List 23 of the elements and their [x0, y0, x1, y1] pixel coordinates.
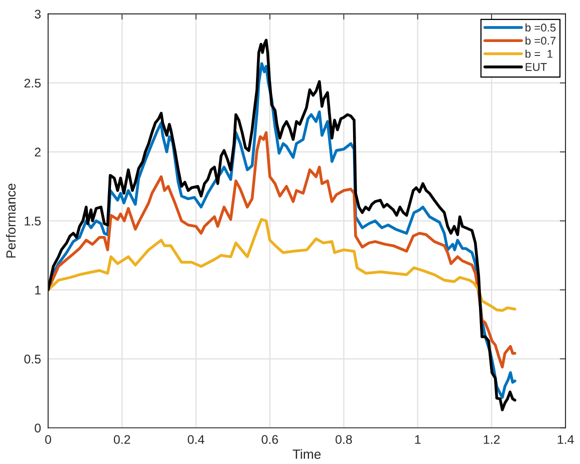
- y-tick-label: 0: [34, 424, 41, 432]
- line-series: [48, 131, 516, 368]
- legend-label: b =0.5: [526, 23, 556, 32]
- legend-label: EUT: [526, 63, 547, 71]
- line-series: [48, 218, 516, 312]
- x-tick-label: 0.2: [114, 435, 130, 444]
- y-tick-label: 2.5: [24, 78, 41, 88]
- y-tick-label: 3: [34, 10, 41, 19]
- legend-label: b =0.7: [526, 36, 556, 45]
- x-tick-label: 1: [415, 435, 421, 444]
- x-axis-title: Time: [292, 449, 321, 459]
- x-tick-label: 0.6: [262, 435, 278, 444]
- y-tick-label: 0.5: [24, 354, 41, 364]
- y-tick-label: 1: [35, 286, 41, 294]
- legend-label: b = 1: [526, 50, 552, 58]
- x-tick-label: 1.2: [484, 435, 500, 444]
- y-tick-label: 2: [34, 148, 41, 156]
- x-tick-label: 0.8: [336, 435, 352, 444]
- x-tick-label: 1.4: [558, 435, 574, 444]
- x-tick-label: 0.4: [188, 435, 204, 444]
- y-axis-title: Performance: [6, 184, 16, 258]
- y-tick-label: 1.5: [24, 216, 41, 226]
- x-tick-label: 0: [45, 435, 52, 444]
